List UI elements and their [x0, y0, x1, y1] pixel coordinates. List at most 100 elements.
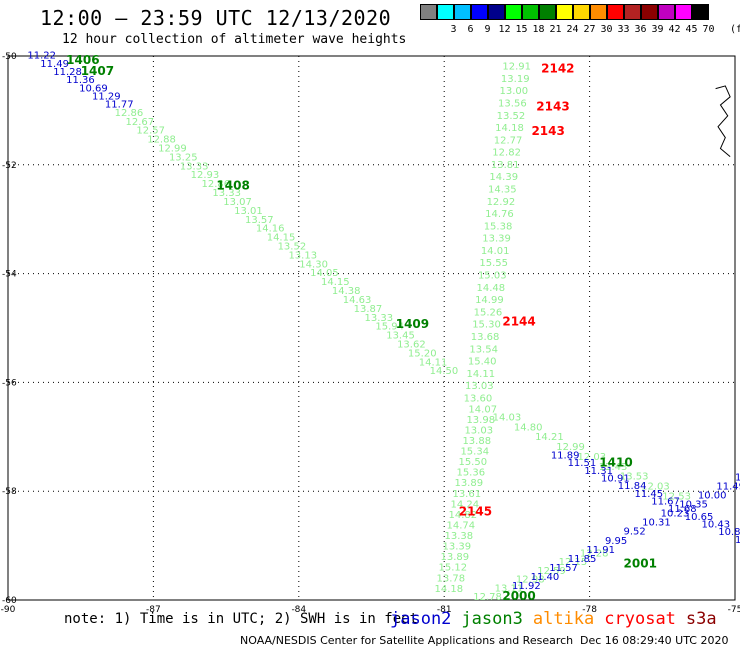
- nw-value: 14.16: [256, 224, 285, 235]
- se-value: 13.53: [620, 472, 649, 483]
- pass-label: 2143: [536, 99, 569, 113]
- nw-value: 13.57: [245, 215, 274, 226]
- scale-swatch: [437, 4, 454, 20]
- ne-value: 15.55: [479, 258, 508, 269]
- nw-blue-value: 11.36: [66, 75, 95, 86]
- footer-note: note: 1) Time is in UTC; 2) SWH is in fe…: [64, 611, 419, 627]
- nw-value: 12.86: [202, 179, 231, 190]
- scale-swatch: [505, 4, 522, 20]
- lon-tick-label: -75: [728, 605, 740, 615]
- ne-value: 13.03: [465, 381, 494, 392]
- ne-value: 14.39: [489, 172, 518, 183]
- s-value: 13.03: [464, 425, 493, 436]
- se-blue-value: 11.45: [635, 489, 664, 500]
- se-value: 12.03: [641, 482, 670, 493]
- coastline: [715, 85, 731, 158]
- s-value: 15.50: [458, 457, 487, 468]
- pass-label: 2142: [541, 61, 574, 75]
- sw-blue-value: 11.49: [716, 481, 740, 492]
- nw-value: 13.52: [278, 241, 307, 252]
- sw-blue-value: 10.35: [679, 500, 708, 511]
- pass-label: 2001: [624, 556, 657, 570]
- scale-swatch: [471, 4, 488, 20]
- legend-jason2: jason2: [390, 609, 452, 629]
- ne-value: 14.99: [475, 295, 504, 306]
- scale-label: 21: [549, 24, 562, 35]
- s-value: 13.61: [452, 489, 481, 500]
- pass-label: 1407: [81, 64, 114, 78]
- nw-blue-value: 11.22: [27, 51, 56, 62]
- wave-height-values: 11.2211.4911.2811.3610.6911.2911.7712.86…: [27, 51, 740, 603]
- nw-value: 14.50: [430, 366, 459, 377]
- nw-value: 12.99: [158, 143, 187, 154]
- nw-value: 14.63: [343, 295, 372, 306]
- scale-swatch: [573, 4, 590, 20]
- mission-legend: jason2 jason3 altika cryosat s3a: [390, 609, 727, 629]
- lon-tick-label: -90: [1, 605, 16, 615]
- scale-label: 9: [484, 24, 491, 35]
- sw-value: 12.78: [473, 592, 502, 603]
- nw-value: 13.13: [288, 250, 317, 261]
- nw-blue-value: 10.69: [79, 83, 108, 94]
- footer-source: NOAA/NESDIS Center for Satellite Applica…: [240, 634, 574, 647]
- lon-tick-label: -87: [146, 605, 161, 615]
- ne-value: 15.03: [478, 271, 507, 282]
- ne-value: 15.38: [484, 221, 513, 232]
- sw-blue-value: 11.84: [735, 472, 740, 483]
- lat-tick-label: -50: [2, 52, 17, 62]
- s-value: 14.82: [448, 510, 477, 521]
- se-blue-value: 11.84: [618, 481, 647, 492]
- nw-value: 13.45: [386, 331, 415, 342]
- scale-label: 70: [702, 24, 715, 35]
- pass-label: 1409: [396, 317, 429, 331]
- nw-value: 14.30: [299, 259, 328, 270]
- s-value: 13.88: [462, 436, 491, 447]
- sw-value: 12.59: [537, 566, 566, 577]
- nw-blue-value: 11.49: [40, 59, 69, 70]
- nw-value: 15.94: [375, 322, 404, 333]
- scale-label: 18: [532, 24, 545, 35]
- scale-swatch: [488, 4, 505, 20]
- pass-label: 1406: [66, 53, 99, 67]
- scale-label: 39: [651, 24, 664, 35]
- ne-value: 12.92: [487, 197, 516, 208]
- scale-swatch: [675, 4, 692, 20]
- se-blue-value: 11.31: [584, 466, 613, 477]
- nw-value: 13.33: [180, 161, 209, 172]
- scale-swatch: [641, 4, 658, 20]
- map-grid: [7, 55, 736, 601]
- se-blue-value: 10.43: [702, 520, 731, 531]
- nw-value: 13.33: [364, 313, 393, 324]
- ne-value: 13.81: [491, 160, 520, 171]
- se-value: 12.53: [662, 491, 691, 502]
- s-value: 14.18: [435, 584, 464, 595]
- nw-value: 12.67: [125, 117, 154, 128]
- s-value: 13.39: [442, 542, 471, 553]
- se-value: 14.03: [493, 412, 522, 423]
- scale-swatch: [607, 4, 624, 20]
- nw-blue-value: 11.29: [92, 92, 121, 103]
- se-blue-value: 11.68: [668, 504, 697, 515]
- pass-label: 2144: [502, 314, 535, 328]
- page-title: 12:00 – 23:59 UTC 12/13/2020: [40, 6, 392, 30]
- nw-value: 13.87: [354, 304, 383, 315]
- s-value: 14.24: [450, 499, 479, 510]
- ne-value: 13.39: [482, 234, 511, 245]
- s-value: 13.38: [444, 531, 473, 542]
- scale-swatch: [522, 4, 539, 20]
- s-value: 13.78: [437, 573, 466, 584]
- legend-jason3: jason3: [461, 609, 523, 629]
- scale-label: 27: [583, 24, 596, 35]
- ne-value: 14.11: [466, 369, 495, 380]
- lon-tick-label: -78: [582, 605, 597, 615]
- ne-value: 14.76: [485, 209, 514, 220]
- ne-value: 14.18: [495, 123, 524, 134]
- ne-value: 13.19: [501, 74, 530, 85]
- se-value: 14.21: [535, 432, 564, 443]
- ne-value: 13.56: [498, 98, 527, 109]
- s-value: 13.89: [454, 478, 483, 489]
- se-value: 12.99: [556, 442, 585, 453]
- lat-tick-label: -60: [2, 596, 17, 606]
- nw-value: 12.93: [191, 170, 220, 181]
- lat-tick-label: -52: [2, 161, 17, 171]
